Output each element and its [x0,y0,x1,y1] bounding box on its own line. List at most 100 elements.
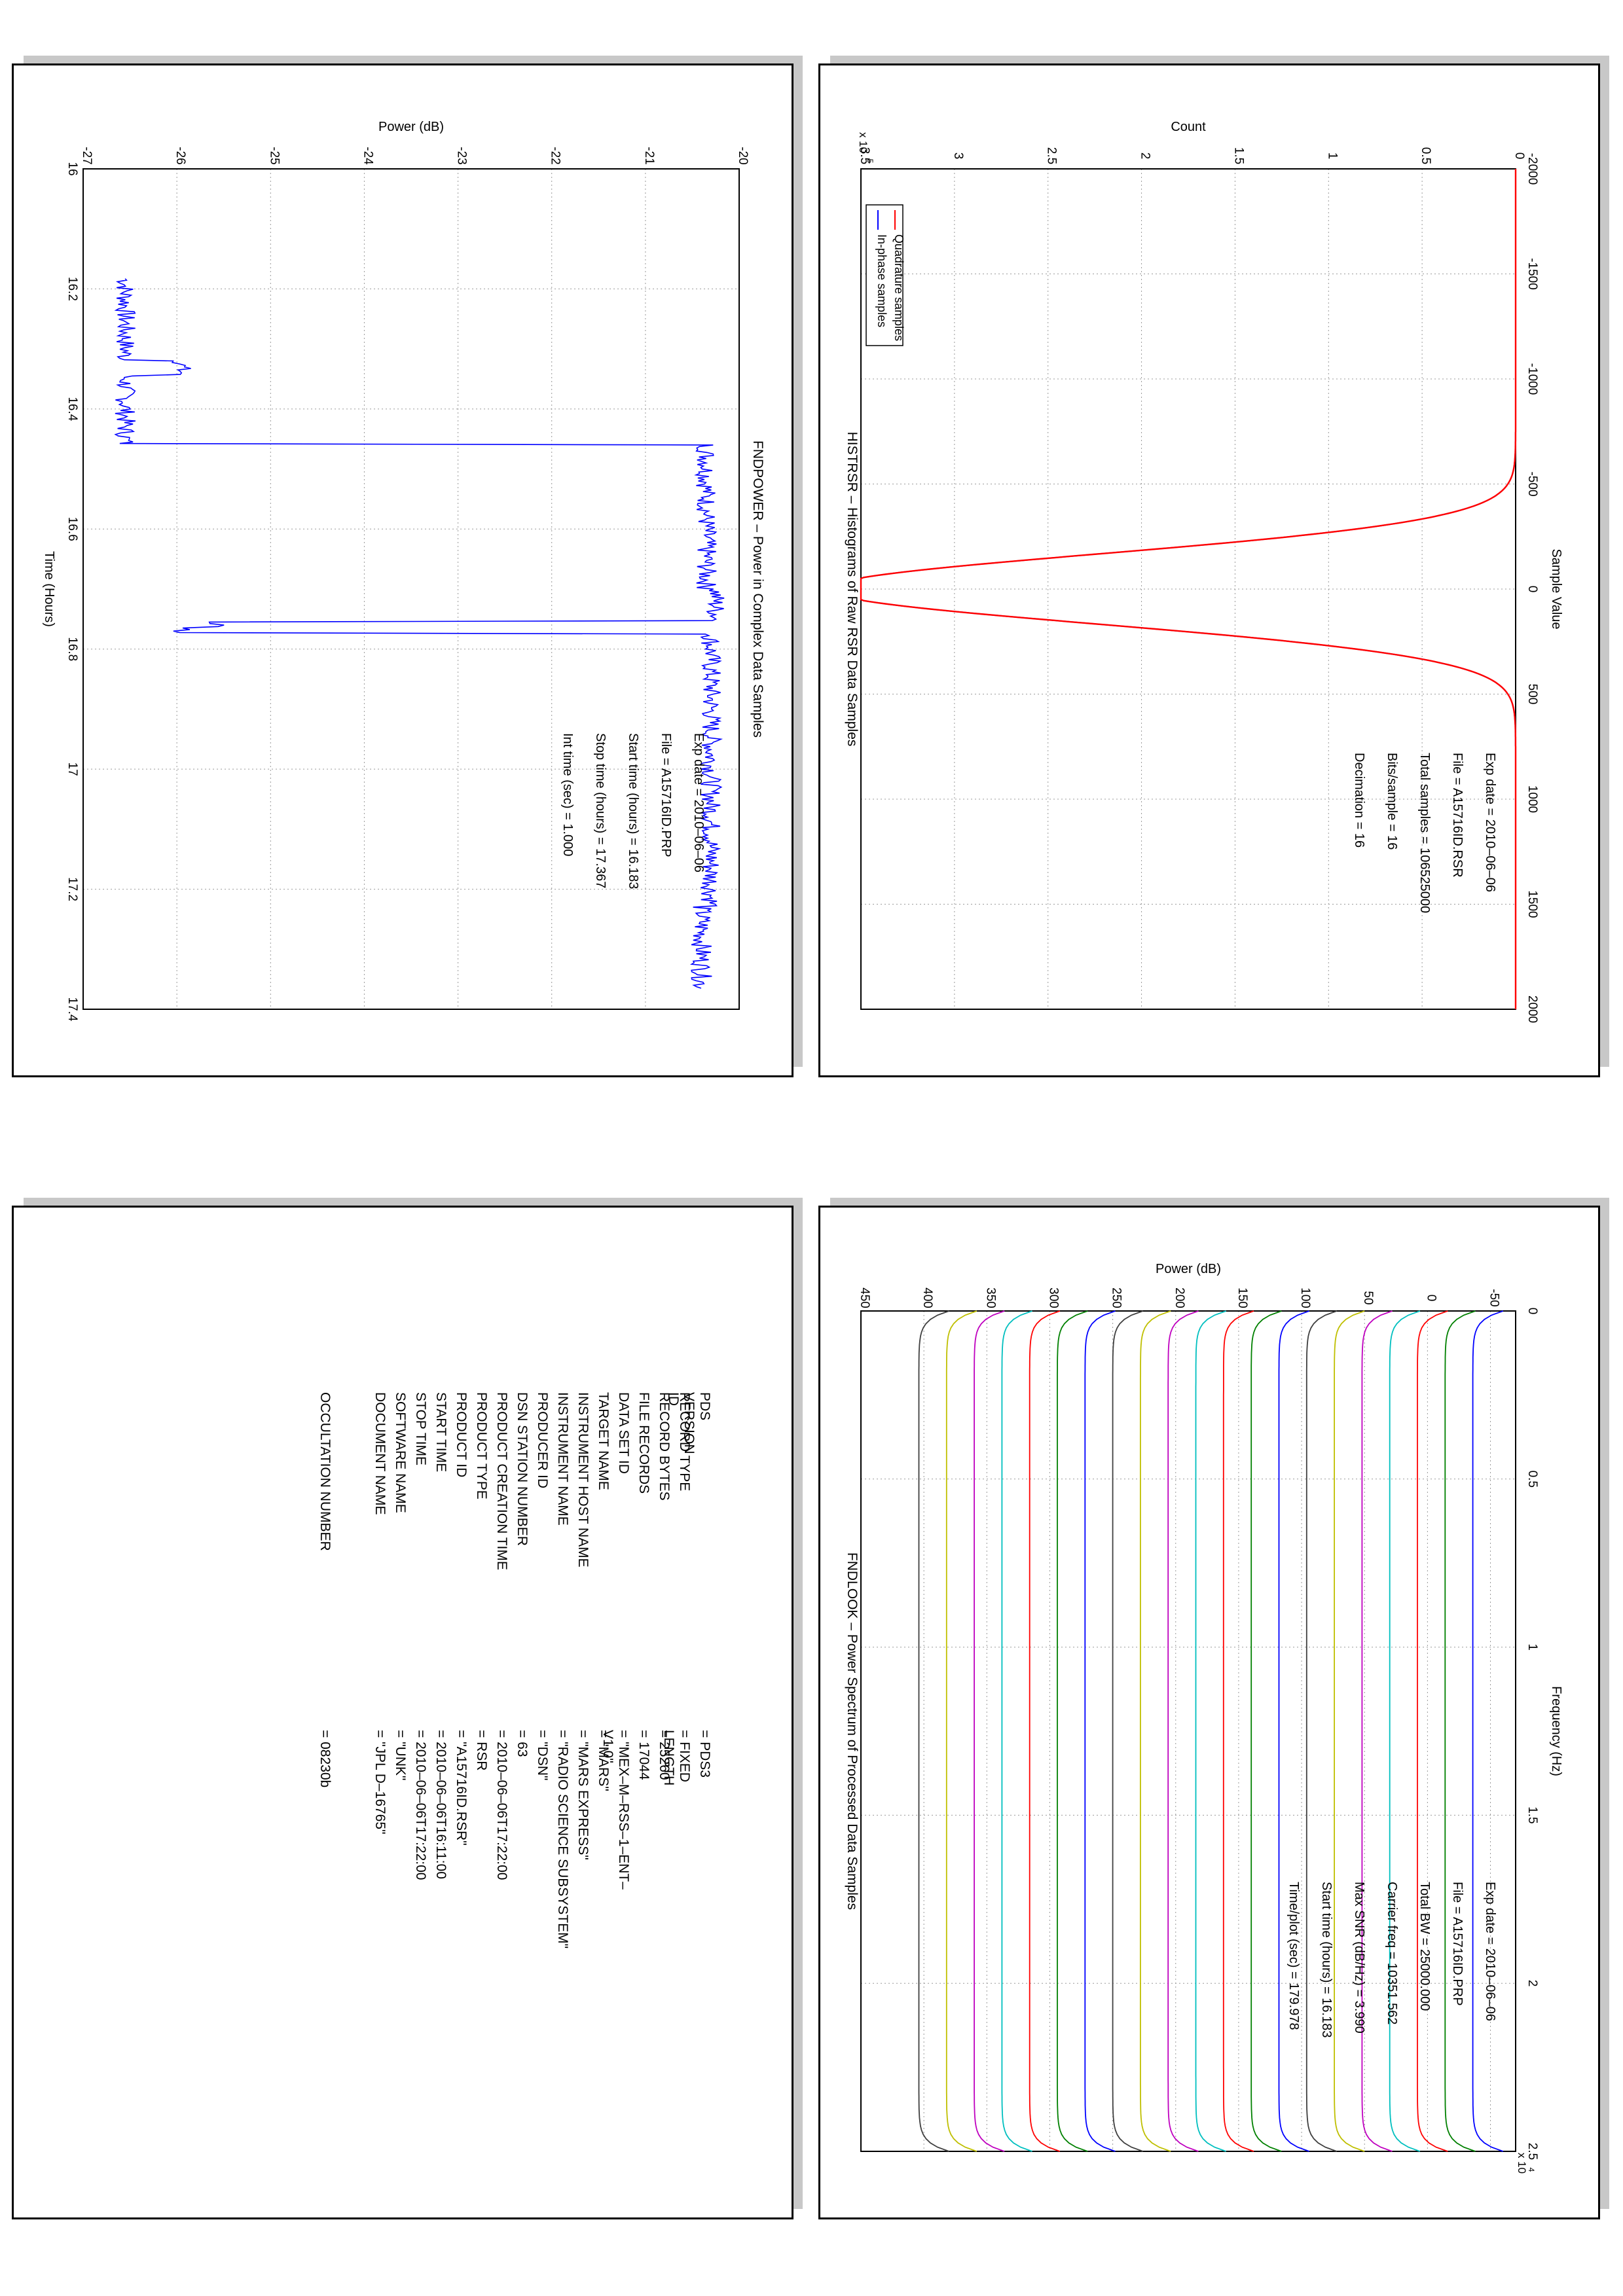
legend-entry: Quadrature samples [892,234,905,341]
y-axis-label: Count [1171,120,1206,134]
x-tick-label: 1500 [1525,890,1539,918]
y-tick-label: 250 [1110,1287,1123,1308]
x-axis-label: Time (Hours) [42,551,56,627]
spectrum-line [918,1310,949,2152]
x-tick-label: 17.4 [65,997,79,1022]
y-tick-label: 2 [1139,152,1152,160]
annotation-line: Exp date = 2010–06–06 [691,733,706,872]
annotation-line: Start time (hours) = 16.183 [626,733,640,889]
spectrum-line [1305,1310,1338,2152]
x-tick-label: 16.2 [65,277,79,301]
annotation-line: Carrier freq = 10351.562 [1385,1882,1399,2024]
label-key: PRODUCT ID [454,1392,469,1478]
series-line [114,278,725,989]
annotation-line: Max SNR (dB/Hz) = 3.990 [1352,1882,1366,2034]
spectrum-line [1334,1310,1365,2152]
y-tick-label: 200 [1173,1287,1186,1308]
spectrum-line [1222,1310,1254,2152]
x-tick-label: 1.5 [1525,1806,1539,1823]
y-tick-label: 0 [1424,1295,1438,1302]
annotation-line: Stop time (hours) = 17.367 [593,733,608,888]
spectrum-line [1167,1310,1199,2152]
label-value: = 63 [515,1730,530,1757]
chart-title: FNDPOWER – Power in Complex Data Samples [750,440,765,738]
y-exponent-label: x 10 [857,132,869,153]
x-tick-label: -2000 [1525,153,1539,185]
label-key: PRODUCT TYPE [474,1392,489,1499]
y-tick-label: -27 [80,147,94,164]
fndlook-chart: 0 0.5 1 1.5 2 2.5 -50 0 50 100 150 200 250 300 350 400 4… [845,1262,1563,2174]
label-value: = RSR [474,1730,489,1771]
annotation-line: Exp date = 2010–06–06 [1483,1882,1497,2021]
y-axis-label: Power (dB) [378,120,444,134]
spectrum-line [1444,1310,1476,2152]
chart-title: FNDLOOK – Power Spectrum of Processed Da… [845,1552,860,1910]
annotation-line: Exp date = 2010–06–06 [1483,753,1497,892]
y-tick-label: 400 [921,1287,934,1308]
y-tick-label: -50 [1487,1289,1501,1306]
y-tick-label: 2.5 [1045,147,1059,164]
label-key: STOP TIME [413,1392,428,1466]
x-tick-label: 0.5 [1525,1471,1539,1488]
x-exponent-label: x 10 [1516,2153,1528,2174]
y-tick-label: -22 [549,147,562,164]
x-tick-label: -1000 [1525,363,1539,395]
x-tick-label: 17.2 [65,877,79,901]
fndpower-chart: 16 16.2 16.4 16.6 16.8 17 17.2 17.4 -27 -26 -25 -24… [42,120,765,1022]
spectrum-line [974,1310,1005,2152]
panel-label: PDS VERSION ID = PDS3 RECORD TYPE = FIXED L… [12,1206,793,2219]
spectrum-line [1195,1310,1227,2152]
label-value: = "MARS" [596,1730,611,1791]
annotation-line: Total samples = 106525000 [1417,753,1432,913]
y-tick-label: 450 [858,1287,871,1308]
legend-entry: In-phase samples [875,234,888,327]
label-value: = 2010–06–06T17:22:00 [413,1730,428,1880]
spectrum-line [1472,1310,1504,2152]
spectrum-line [1361,1310,1393,2152]
x-tick-label: 2 [1525,1980,1539,1987]
label-value: = 25260 [657,1730,672,1780]
label-key: PRODUCER ID [535,1392,550,1489]
x-tick-label: 0 [1525,586,1539,593]
x-tick-label: -500 [1525,471,1539,496]
y-tick-label: 3 [951,152,965,160]
y-tick-label: -20 [736,147,750,164]
label-key: INSTRUMENT NAME [555,1392,570,1526]
label-value: = 17044 [636,1730,651,1780]
y-tick-label: 3.5 [858,147,871,164]
label-key: RECORD TYPE [677,1392,692,1492]
y-tick-label: -21 [642,147,656,164]
annotation-line: Start time (hours) = 16.183 [1319,1882,1334,2037]
series-line [860,169,1517,1009]
spectrum-line [945,1310,977,2152]
y-tick-label: 350 [983,1287,997,1308]
annotation-line: Bits/sample = 16 [1385,753,1399,850]
label-key: FILE RECORDS [636,1392,651,1494]
panel-histrsr: -2000 -1500 -1000 -500 0 500 1000 1500 2000 0 0.5 1… [818,63,1600,1077]
label-value: = "MARS EXPRESS" [575,1730,591,1860]
spectrum-line [1084,1310,1116,2152]
y-tick-label: -26 [173,147,187,164]
annotation-line: Total BW = 25000.000 [1417,1882,1432,2011]
label-key: TARGET NAME [596,1392,611,1490]
label-key: DOCUMENT NAME [373,1392,388,1515]
label-key: RECORD BYTES [657,1392,672,1501]
x-tick-label: 1000 [1525,785,1539,813]
y-tick-label: 0 [1512,152,1526,160]
label-value: = 2010–06–06T16:11:00 [433,1730,448,1879]
annotation-line: Decimation = 16 [1352,753,1366,848]
x-exponent-power: 4 [1527,2168,1536,2172]
x-tick-label: 16.4 [65,397,79,421]
x-tick-label: 16.8 [65,637,79,661]
x-axis-label: Frequency (Hz) [1549,1686,1563,1776]
chart-title: HISTRSR – Histograms of Raw RSR Data Sam… [845,432,860,747]
x-tick-label: 500 [1525,684,1539,705]
x-axis-label: Sample Value [1549,548,1563,629]
x-tick-label: 2000 [1525,996,1539,1023]
legend: In-phase samples Quadrature samples [866,204,905,346]
annotation-line: File = A15716ID.RSR [1450,753,1465,878]
y-tick-label: -23 [455,147,469,164]
y-tick-label: 1 [1325,152,1339,160]
spectrum-line [1250,1310,1282,2152]
y-tick-label: 1.5 [1231,147,1245,164]
